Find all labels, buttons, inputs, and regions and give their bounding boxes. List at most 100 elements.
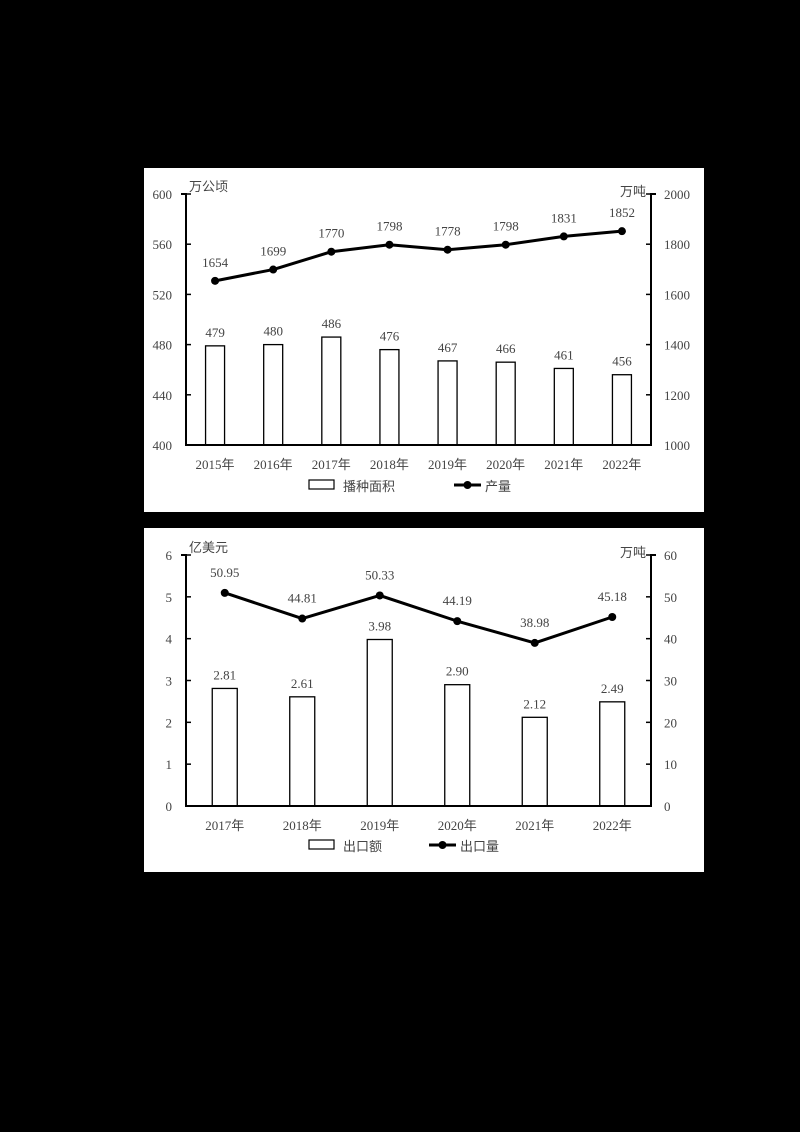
line-marker	[298, 614, 307, 623]
x-axis-category-label: 2020年	[438, 818, 477, 833]
bar	[263, 343, 284, 446]
legend-bar-swatch	[308, 479, 335, 490]
chart-panel-planting-area-production: 479 480 486 476 467 466 461 456 400 440 480 520 560 6…	[144, 168, 704, 512]
legend-line-label: 出口量	[460, 839, 499, 854]
bar-value-label: 2.81	[213, 667, 236, 682]
bar	[321, 336, 342, 446]
line-marker	[453, 617, 462, 626]
legend-line-label: 产量	[485, 479, 511, 494]
x-axis-category-label: 2019年	[428, 457, 467, 472]
left-axis-tick-label: 2	[166, 715, 173, 730]
line-series	[214, 229, 623, 283]
bar	[204, 345, 226, 446]
line-value-label: 50.33	[365, 567, 394, 582]
bar-value-label: 2.90	[446, 664, 469, 679]
line-value-label: 1770	[318, 226, 344, 241]
bar-value-label: 467	[438, 340, 458, 355]
legend: 播种面积 产量	[308, 479, 511, 494]
x-axis-category-label: 2016年	[254, 457, 293, 472]
right-axis-tick-label: 60	[664, 548, 677, 563]
right-axis-unit: 万吨	[620, 184, 646, 199]
line-marker	[385, 240, 394, 249]
line-marker	[269, 265, 278, 274]
line-value-label: 1831	[551, 210, 577, 225]
legend-bar-label: 出口额	[343, 839, 382, 854]
right-axis-tick-label: 50	[664, 590, 677, 605]
right-axis-unit: 万吨	[620, 545, 646, 560]
right-axis-tick-label: 20	[664, 715, 677, 730]
bar	[553, 367, 574, 446]
legend-line-swatch	[463, 481, 472, 489]
bar-value-label: 480	[263, 324, 283, 339]
legend: 出口额 出口量	[308, 839, 499, 854]
bar-value-label: 2.12	[523, 696, 546, 711]
line-marker	[211, 276, 220, 285]
line-marker	[220, 588, 229, 597]
x-axis-category-label: 2017年	[312, 457, 351, 472]
line-series	[224, 591, 613, 645]
line-marker	[559, 232, 568, 241]
bar	[495, 361, 516, 446]
line-marker	[608, 612, 617, 621]
right-axis-tick-label: 40	[664, 632, 677, 647]
left-axis-tick-label: 520	[153, 287, 173, 302]
left-axis-tick-label: 440	[153, 388, 173, 403]
left-axis-tick-label: 6	[166, 548, 173, 563]
line-value-label: 1852	[609, 205, 635, 220]
right-axis-tick-label: 10	[664, 757, 677, 772]
x-axis-category-label: 2018年	[283, 818, 322, 833]
x-axis-category-label: 2021年	[544, 457, 583, 472]
left-axis-tick-label: 3	[166, 674, 173, 689]
left-axis-tick-label: 600	[153, 187, 173, 202]
x-axis-category-label: 2018年	[370, 457, 409, 472]
right-axis-tick-label: 1800	[664, 237, 690, 252]
right-axis-tick-label: 1200	[664, 388, 690, 403]
line-marker	[617, 227, 626, 236]
left-axis-tick-label: 1	[166, 757, 173, 772]
bar	[289, 696, 316, 807]
line-value-label: 1654	[202, 255, 229, 270]
bar-value-label: 466	[496, 341, 516, 356]
bar	[366, 638, 393, 807]
left-axis-tick-label: 480	[153, 338, 173, 353]
left-axis-tick-label: 560	[153, 237, 173, 252]
bar-value-label: 3.98	[368, 619, 391, 634]
bar	[444, 684, 471, 807]
line-marker	[375, 591, 384, 600]
line-value-label: 1699	[260, 244, 286, 259]
right-axis-tick-label: 0	[664, 799, 671, 814]
right-axis-tick-label: 2000	[664, 187, 690, 202]
line-value-label: 45.18	[598, 589, 627, 604]
bar	[211, 687, 238, 807]
line-marker	[443, 245, 452, 254]
line-marker	[327, 247, 336, 256]
right-axis-tick-label: 30	[664, 674, 677, 689]
bar	[599, 701, 626, 807]
line-value-label: 44.19	[443, 593, 472, 608]
right-axis-tick-label: 1000	[664, 438, 690, 453]
x-axis-category-label: 2019年	[360, 818, 399, 833]
bar-value-label: 479	[205, 325, 225, 340]
line-marker	[501, 240, 510, 249]
x-axis-category-label: 2022年	[602, 457, 641, 472]
left-axis-tick-label: 4	[166, 632, 173, 647]
chart-panel-export-value-volume: 2.81 2.61 3.98 2.90 2.12 2.49 0 1 2 3 4 5 6 0 10 20 30 40…	[144, 528, 704, 872]
line-value-label: 38.98	[520, 615, 549, 630]
chart-1-svg: 479 480 486 476 467 466 461 456 400 440 480 520 560 6…	[153, 179, 691, 494]
left-axis-unit: 万公顷	[189, 179, 228, 194]
bar	[611, 374, 633, 446]
x-axis-category-label: 2021年	[515, 818, 554, 833]
legend-bar-label: 播种面积	[343, 479, 395, 494]
bar-value-label: 2.61	[291, 676, 314, 691]
bar	[379, 348, 400, 446]
line-value-label: 44.81	[288, 591, 317, 606]
bar-value-label: 486	[322, 316, 342, 331]
left-axis-unit: 亿美元	[189, 540, 228, 555]
line-value-label: 1778	[435, 224, 461, 239]
bar-value-label: 461	[554, 347, 574, 362]
right-axis-tick-label: 1600	[664, 287, 690, 302]
x-axis-category-label: 2017年	[205, 818, 244, 833]
x-axis-category-label: 2020年	[486, 457, 525, 472]
left-axis-tick-label: 0	[166, 799, 173, 814]
left-axis-tick-label: 400	[153, 438, 173, 453]
